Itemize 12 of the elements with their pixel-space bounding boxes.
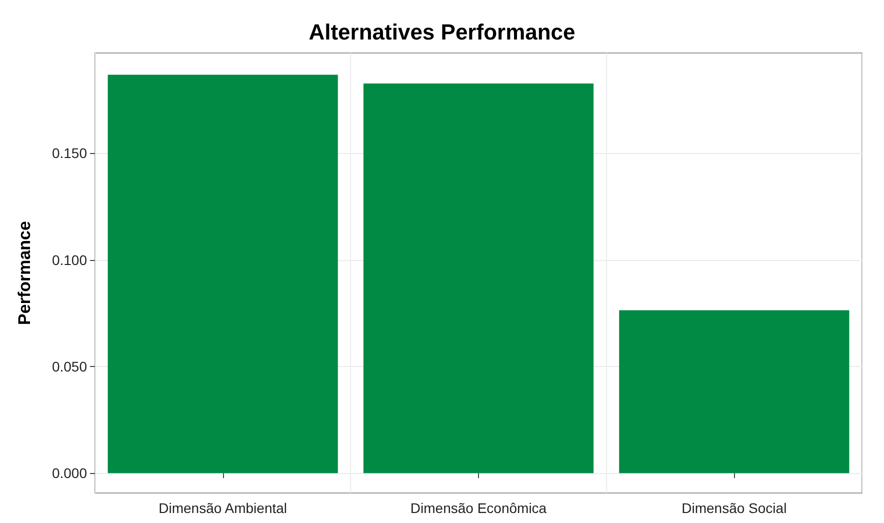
y-tick-label: 0.150 <box>52 145 88 162</box>
x-tick-label: Dimensão Social <box>682 500 787 516</box>
bar <box>363 84 594 474</box>
bar <box>619 310 850 474</box>
x-tick-label: Dimensão Econômica <box>410 500 547 516</box>
y-tick-label: 0.000 <box>52 465 88 482</box>
bar <box>108 74 338 474</box>
y-tick-label: 0.050 <box>52 358 88 375</box>
x-tick-label: Dimensão Ambiental <box>158 500 288 516</box>
y-tick-label: 0.100 <box>52 252 88 268</box>
y-axis-title: Performance <box>15 221 34 325</box>
chart-title: Alternatives Performance <box>308 20 576 44</box>
